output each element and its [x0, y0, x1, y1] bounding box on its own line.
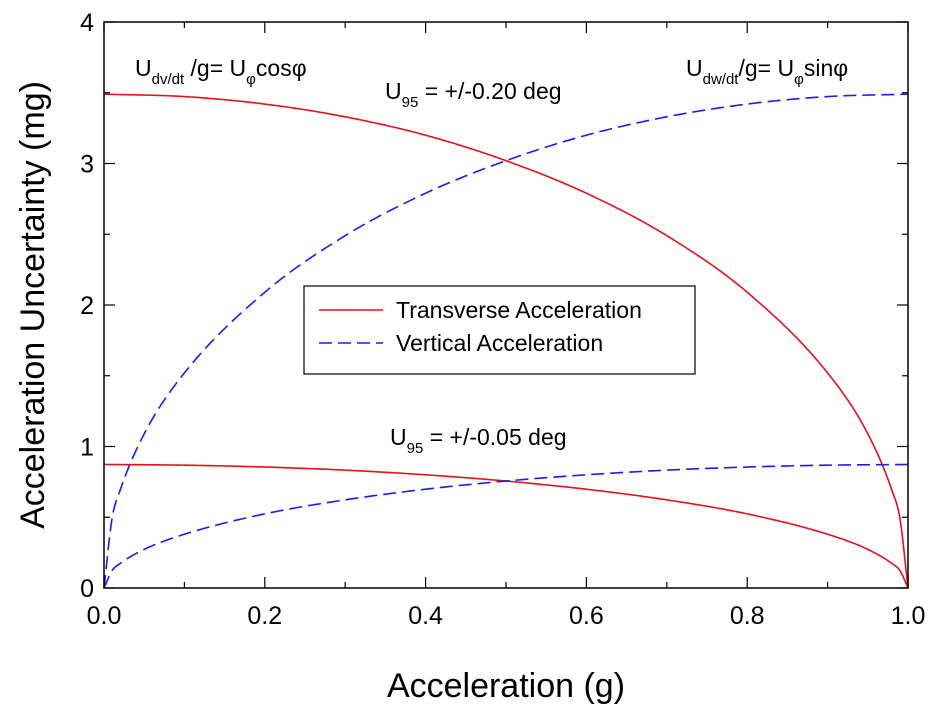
tick-labels: 0.0 0.2 0.4 0.6 0.8 1.0 0 1 2 3 4 — [80, 9, 925, 630]
x-tick-label: 0.4 — [408, 602, 443, 630]
x-tick-label: 0.0 — [87, 602, 122, 630]
legend-box — [303, 285, 696, 375]
legend: Transverse Acceleration Vertical Acceler… — [303, 285, 696, 375]
plot-curves — [103, 93, 909, 589]
y-tick-label: 2 — [80, 292, 94, 320]
annotation-formula-vertical: Udw/dt/g= Uφsinφ — [686, 55, 848, 88]
x-tick-label: 0.8 — [730, 602, 765, 630]
axis-ticks — [103, 21, 909, 589]
annotation-u95-high: U95 = +/-0.20 deg — [385, 78, 562, 111]
x-tick-label: 0.2 — [247, 602, 282, 630]
y-axis-title: Acceleration Uncertainty (mg) — [14, 81, 52, 529]
series-line-transverse-0 — [103, 93, 909, 589]
x-tick-label: 0.6 — [569, 602, 604, 630]
series-line-vertical-3 — [103, 463, 909, 589]
annotation-formula-transverse: Udv/dt /g= Uφcosφ — [135, 55, 307, 88]
series-line-transverse-2 — [103, 463, 909, 589]
annotation-u95-low: U95 = +/-0.05 deg — [390, 424, 567, 457]
y-tick-label: 0 — [80, 575, 94, 603]
series-line-vertical-1 — [103, 93, 909, 589]
x-tick-label: 1.0 — [891, 602, 926, 630]
x-axis-title: Acceleration (g) — [387, 667, 625, 705]
legend-label-vertical: Vertical Acceleration — [396, 330, 603, 356]
y-tick-label: 1 — [80, 434, 94, 462]
y-tick-label: 3 — [80, 151, 94, 179]
y-tick-label: 4 — [80, 9, 94, 37]
legend-label-transverse: Transverse Acceleration — [396, 297, 642, 323]
